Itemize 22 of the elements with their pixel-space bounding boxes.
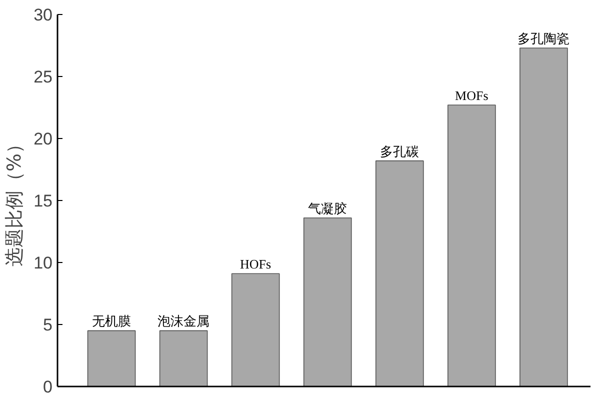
y-tick-label: 15 [34, 192, 53, 210]
x-tick-label: 多孔陶瓷 [518, 30, 570, 46]
x-tick-label: MOFs [455, 88, 488, 104]
bar [231, 273, 280, 386]
bar [447, 104, 496, 386]
bar [159, 330, 208, 386]
y-tick-label: 10 [34, 254, 53, 272]
y-axis-title: 选题比例（%） [4, 134, 26, 267]
x-tick-label: 多孔碳 [380, 144, 420, 159]
x-tick-label: HOFs [240, 256, 272, 272]
bar [303, 217, 352, 386]
bar [375, 160, 424, 386]
x-tick-label: 泡沫金属 [158, 314, 210, 329]
y-tick-label: 30 [34, 6, 53, 24]
bar [87, 330, 136, 386]
x-tick-label: 气凝胶 [308, 200, 348, 216]
x-tick-label: 无机膜 [92, 314, 132, 329]
y-tick-label: 5 [43, 316, 53, 334]
y-tick-label: 25 [34, 68, 53, 86]
y-tick-label: 20 [34, 130, 53, 148]
bar [520, 48, 568, 386]
y-tick-label: 0 [43, 378, 53, 396]
